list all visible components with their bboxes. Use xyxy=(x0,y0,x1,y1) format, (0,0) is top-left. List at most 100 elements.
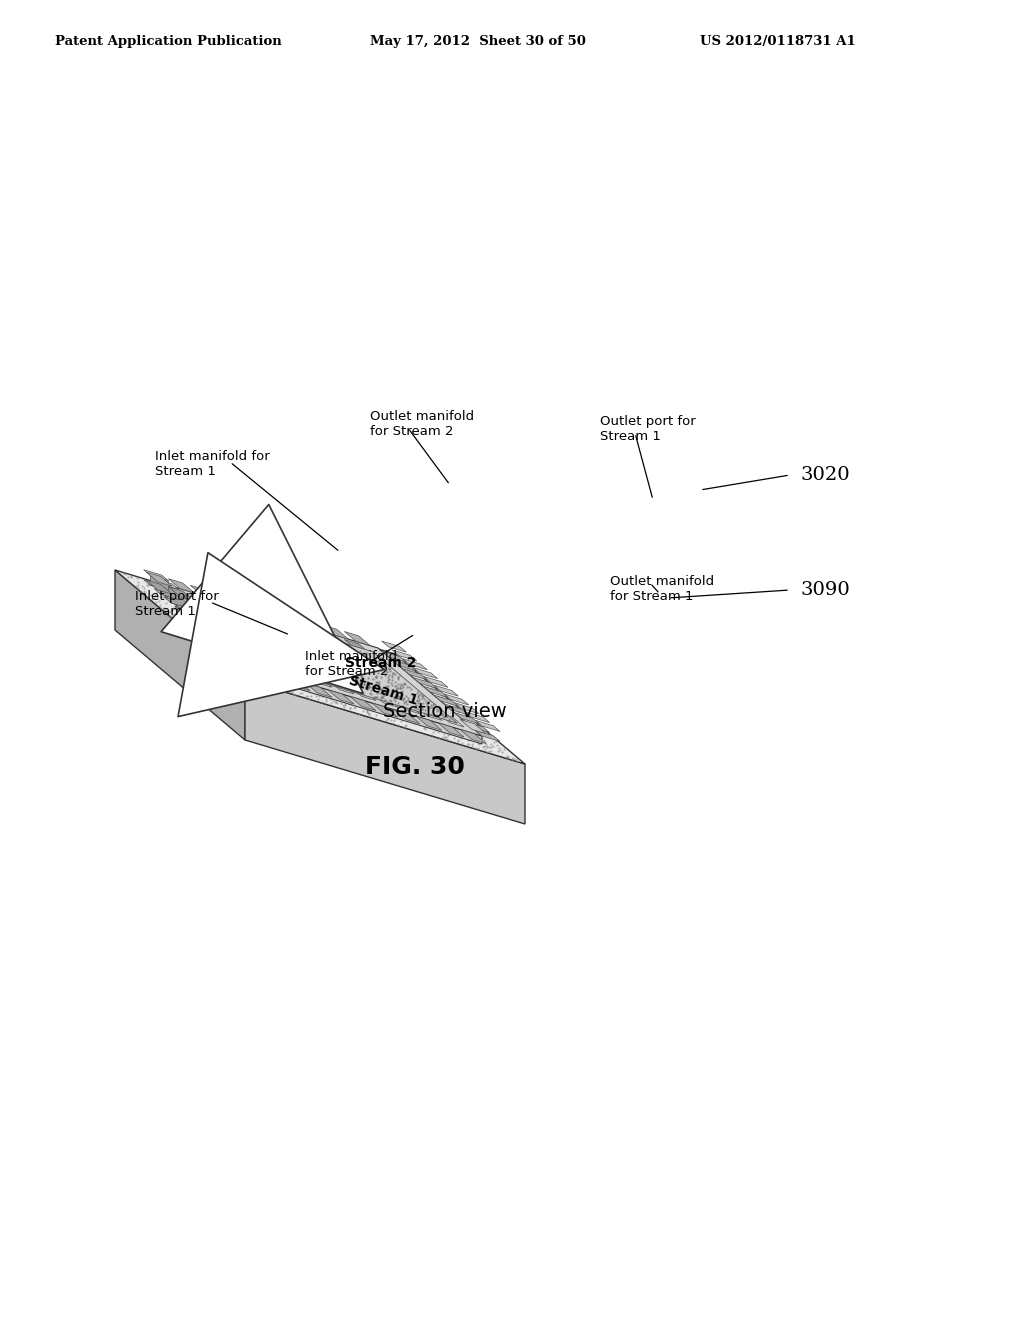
Point xyxy=(346,645,362,667)
Point xyxy=(342,655,358,676)
Point xyxy=(162,606,178,627)
Point xyxy=(431,727,447,748)
Polygon shape xyxy=(465,711,489,722)
Point xyxy=(279,639,295,660)
Point xyxy=(294,635,310,656)
Point xyxy=(266,651,283,672)
Point xyxy=(294,656,310,677)
Point xyxy=(268,659,285,680)
Point xyxy=(269,659,286,680)
Point xyxy=(378,700,394,721)
Point xyxy=(408,669,424,690)
Point xyxy=(248,656,264,677)
Point xyxy=(300,663,316,684)
Point xyxy=(190,618,207,639)
Point xyxy=(292,649,308,671)
Point xyxy=(229,618,246,639)
Point xyxy=(247,614,263,635)
Point xyxy=(249,672,265,693)
Point xyxy=(261,619,278,640)
Polygon shape xyxy=(244,655,262,671)
Point xyxy=(310,643,327,664)
Point xyxy=(387,660,403,681)
Point xyxy=(241,630,257,651)
Point xyxy=(426,713,442,734)
Point xyxy=(143,585,160,606)
Point xyxy=(349,686,366,708)
Point xyxy=(335,649,351,671)
Point xyxy=(409,664,425,685)
Point xyxy=(250,622,266,643)
Point xyxy=(380,672,396,693)
Point xyxy=(378,678,394,700)
Point xyxy=(314,680,331,701)
Point xyxy=(282,643,298,664)
Point xyxy=(344,647,360,668)
Point xyxy=(243,606,259,627)
Point xyxy=(355,673,372,694)
Point xyxy=(411,693,427,714)
Point xyxy=(385,697,401,718)
Point xyxy=(467,738,483,759)
Point xyxy=(266,614,283,635)
Point xyxy=(163,586,179,607)
Point xyxy=(210,599,226,620)
Point xyxy=(315,644,332,665)
Point xyxy=(314,623,331,644)
Point xyxy=(303,631,319,652)
Point xyxy=(237,606,253,627)
Point xyxy=(364,697,380,718)
Point xyxy=(370,693,386,714)
Point xyxy=(317,635,334,656)
Point xyxy=(387,706,403,727)
Point xyxy=(328,671,344,692)
Point xyxy=(440,698,457,719)
Point xyxy=(232,612,249,634)
Point xyxy=(321,651,337,672)
Point xyxy=(160,576,176,597)
Point xyxy=(429,681,445,702)
Point xyxy=(414,688,430,709)
Point xyxy=(258,638,274,659)
Point xyxy=(243,624,259,645)
Point xyxy=(359,677,376,698)
Point xyxy=(368,667,384,688)
Point xyxy=(307,652,324,673)
Point xyxy=(309,660,326,681)
Point xyxy=(341,697,357,718)
Point xyxy=(283,612,299,634)
Point xyxy=(353,638,370,659)
Point xyxy=(270,649,287,671)
Point xyxy=(470,718,486,739)
Point xyxy=(207,634,223,655)
Point xyxy=(291,638,307,659)
Point xyxy=(205,632,221,653)
Point xyxy=(275,638,292,659)
Point xyxy=(134,576,151,597)
Point xyxy=(265,620,282,642)
Point xyxy=(261,627,278,648)
Point xyxy=(194,591,210,612)
Point xyxy=(319,669,336,690)
Text: Section view: Section view xyxy=(383,702,507,721)
Point xyxy=(195,595,211,616)
Point xyxy=(421,693,437,714)
Point xyxy=(259,630,275,651)
Point xyxy=(402,698,419,719)
Point xyxy=(225,618,242,639)
Point xyxy=(460,719,476,741)
Polygon shape xyxy=(143,570,168,581)
Point xyxy=(305,638,322,659)
Point xyxy=(305,661,322,682)
Point xyxy=(293,620,309,642)
Point xyxy=(251,634,267,655)
Point xyxy=(341,663,357,684)
Point xyxy=(158,579,174,601)
Point xyxy=(471,731,487,752)
Point xyxy=(273,623,290,644)
Polygon shape xyxy=(323,632,348,647)
Point xyxy=(186,593,203,614)
Point xyxy=(278,636,294,657)
Point xyxy=(390,685,407,706)
Point xyxy=(383,682,399,704)
